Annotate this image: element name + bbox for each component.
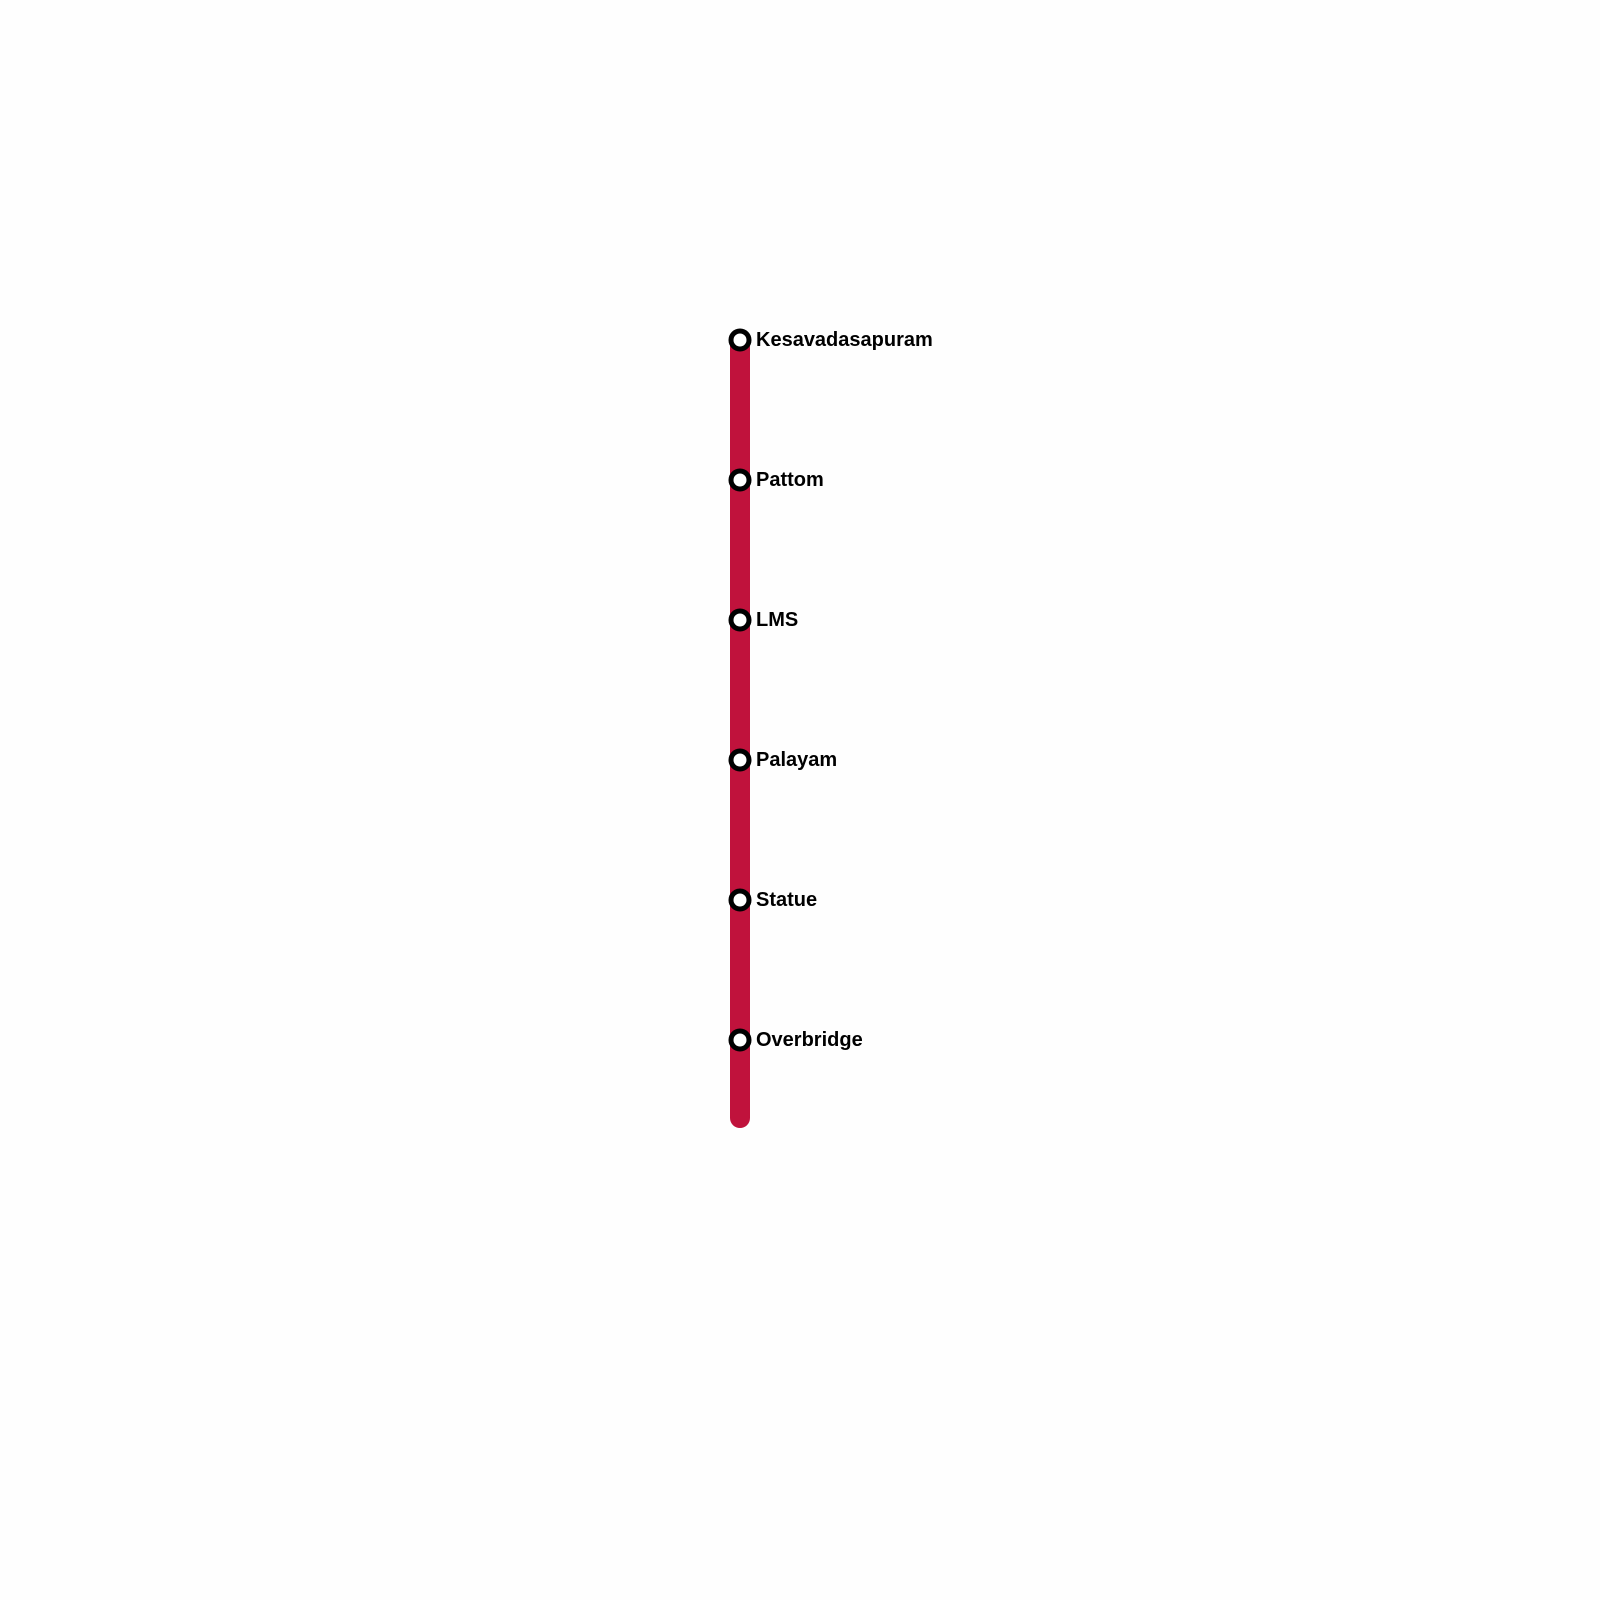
station-marker — [728, 748, 752, 772]
station-label: Overbridge — [756, 1029, 863, 1051]
station: Pattom — [728, 468, 824, 492]
station: Palayam — [728, 748, 837, 772]
station-marker — [728, 468, 752, 492]
station-marker — [728, 888, 752, 912]
station-marker — [728, 1028, 752, 1052]
station: Kesavadasapuram — [728, 328, 933, 352]
station-marker — [728, 328, 752, 352]
station-marker — [728, 608, 752, 632]
station: LMS — [728, 608, 798, 632]
station-label: Pattom — [756, 469, 824, 491]
station: Overbridge — [728, 1028, 863, 1052]
station-label: Statue — [756, 889, 817, 911]
station-label: Palayam — [756, 749, 837, 771]
station-label: Kesavadasapuram — [756, 329, 933, 351]
station: Statue — [728, 888, 817, 912]
station-label: LMS — [756, 609, 798, 631]
